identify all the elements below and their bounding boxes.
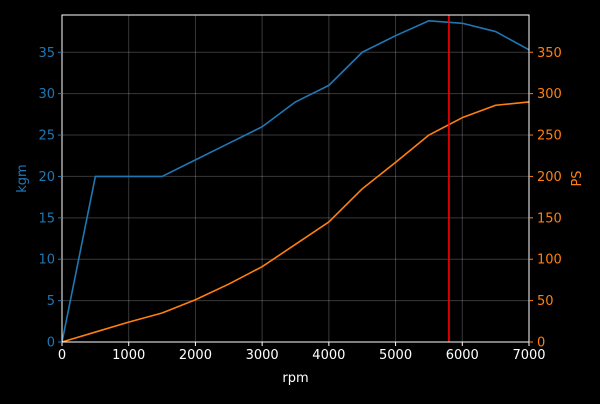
y-left-tick-label-0: 0: [47, 336, 55, 351]
y-right-tick-label-7: 350: [537, 46, 562, 61]
x-tick-label-4: 4000: [312, 348, 345, 363]
y-right-tick-label-5: 250: [537, 129, 562, 144]
y-left-tick-label-2: 10: [38, 253, 55, 268]
y-left-tick-label-1: 5: [47, 294, 55, 309]
y-right-tick-label-0: 0: [537, 336, 545, 351]
y-right-tick-label-3: 150: [537, 211, 562, 226]
y-left-tick-label-5: 25: [38, 129, 55, 144]
x-tick-label-5: 5000: [379, 348, 412, 363]
y-right-tick-label-6: 300: [537, 87, 562, 102]
y-right-tick-label-2: 100: [537, 253, 562, 268]
x-tick-label-1: 1000: [112, 348, 145, 363]
y-right-tick-label-1: 50: [537, 294, 554, 309]
x-tick-label-0: 0: [58, 348, 66, 363]
x-tick-label-3: 3000: [246, 348, 279, 363]
x-tick-label-6: 6000: [446, 348, 479, 363]
x-axis-label: rpm: [282, 371, 308, 386]
y-axis-right-label: PS: [570, 170, 585, 186]
y-left-tick-label-6: 30: [38, 87, 55, 102]
x-tick-label-2: 2000: [179, 348, 212, 363]
y-right-tick-label-4: 200: [537, 170, 562, 185]
y-left-tick-label-3: 15: [38, 211, 55, 226]
y-left-tick-label-4: 20: [38, 170, 55, 185]
y-left-tick-label-7: 35: [38, 46, 55, 61]
y-axis-left-label: kgm: [15, 164, 30, 192]
